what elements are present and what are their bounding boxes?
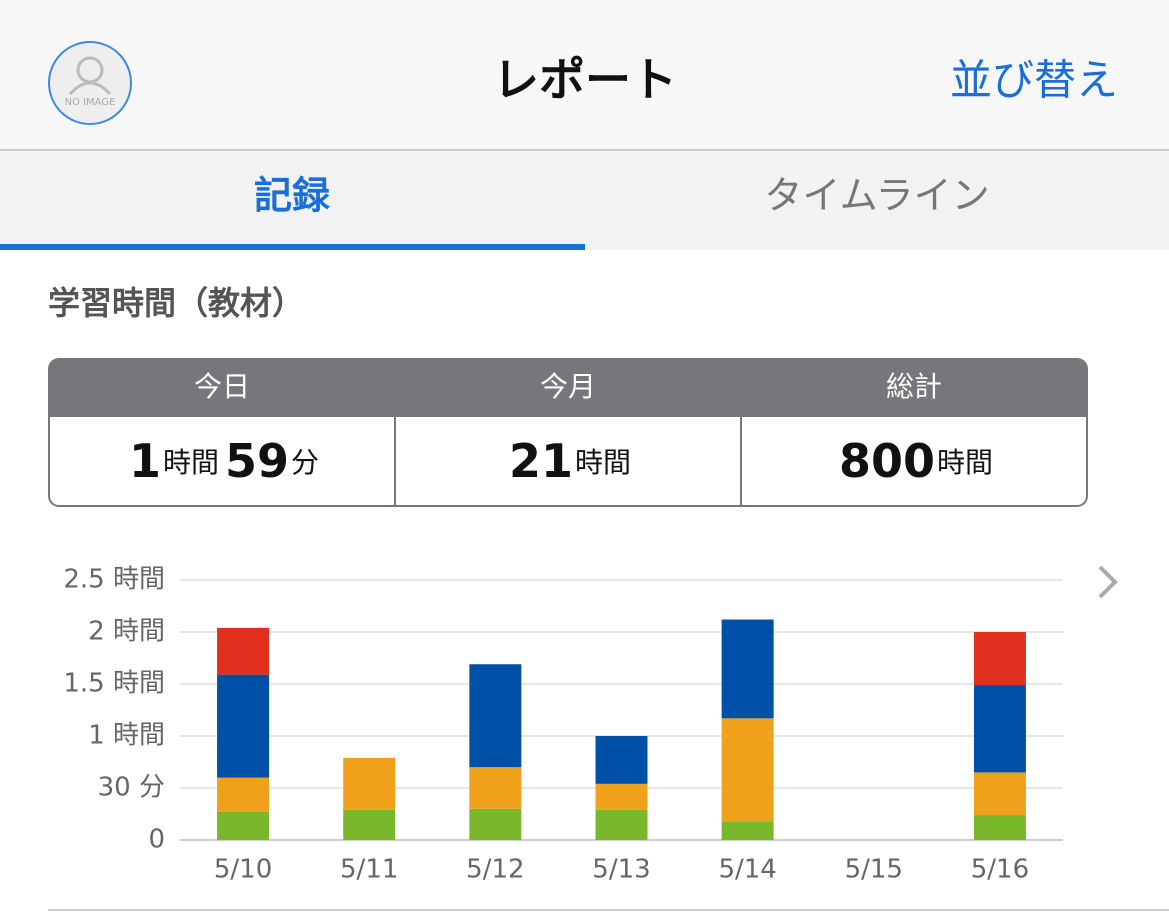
bar-segment: [469, 664, 522, 768]
y-tick-label: 1 時間: [88, 721, 165, 751]
value-number: 21: [509, 434, 573, 488]
bar-segment: [595, 809, 648, 840]
tab[interactable]: タイムライン: [764, 174, 989, 218]
value-unit: 時間: [163, 446, 219, 479]
section-title: 学習時間（教材）: [48, 284, 304, 322]
bar-segment: [721, 718, 774, 822]
y-tick-label: 0: [148, 825, 165, 855]
x-tick-label: 5/14: [718, 855, 776, 885]
bar-segment: [217, 627, 270, 675]
summary-label: 総計: [886, 370, 942, 403]
header-bg: [0, 0, 1169, 150]
x-tick-label: 5/10: [214, 855, 272, 885]
bar-segment: [973, 815, 1026, 840]
bar-segment: [469, 767, 522, 809]
bar-segment: [217, 777, 270, 812]
bar-segment: [973, 772, 1026, 816]
summary-head: [49, 359, 1087, 417]
sort-button[interactable]: 並び替え: [950, 56, 1118, 105]
y-tick-label: 2.5 時間: [63, 565, 165, 595]
bar-segment: [217, 674, 270, 778]
y-tick-label: 30 分: [98, 773, 165, 803]
summary-label: 今日: [194, 370, 250, 403]
x-tick-label: 5/12: [466, 855, 524, 885]
x-tick-label: 5/11: [340, 855, 398, 885]
bar-segment: [973, 685, 1026, 773]
value-unit: 時間: [937, 446, 993, 479]
summary-value: 21時間: [509, 434, 631, 488]
bar-segment: [721, 821, 774, 840]
summary-label: 今月: [540, 370, 596, 403]
bar-segment: [469, 808, 522, 840]
value-number: 59: [225, 434, 289, 488]
value-unit: 分: [291, 446, 319, 479]
next-chevron[interactable]: [1098, 565, 1118, 599]
value-number: 1: [129, 434, 161, 488]
value-number: 800: [839, 434, 935, 488]
summary-value: 800時間: [839, 434, 993, 488]
bar-segment: [343, 809, 396, 840]
bar-segment: [217, 811, 270, 840]
x-tick-label: 5/15: [845, 855, 903, 885]
y-tick-label: 2 時間: [88, 617, 165, 647]
bar-segment: [595, 783, 648, 810]
avatar-text: NO IMAGE: [65, 97, 116, 108]
tab[interactable]: 記録: [254, 174, 331, 218]
x-tick-label: 5/16: [971, 855, 1029, 885]
tab-indicator: [0, 244, 585, 250]
x-tick-label: 5/13: [592, 855, 650, 885]
title: レポート: [493, 53, 677, 107]
summary: [48, 358, 1088, 507]
summary-value: 1時間 59分: [129, 434, 319, 488]
value-unit: 時間: [575, 446, 631, 479]
bar-segment: [721, 619, 774, 719]
tabs-bg: [0, 151, 1169, 250]
bar-segment: [343, 757, 396, 810]
avatar-icon: [68, 81, 112, 96]
bar-segment: [595, 736, 648, 784]
bar-segment: [973, 632, 1026, 686]
y-tick-label: 1.5 時間: [63, 669, 165, 699]
avatar[interactable]: NO IMAGE: [48, 41, 132, 125]
